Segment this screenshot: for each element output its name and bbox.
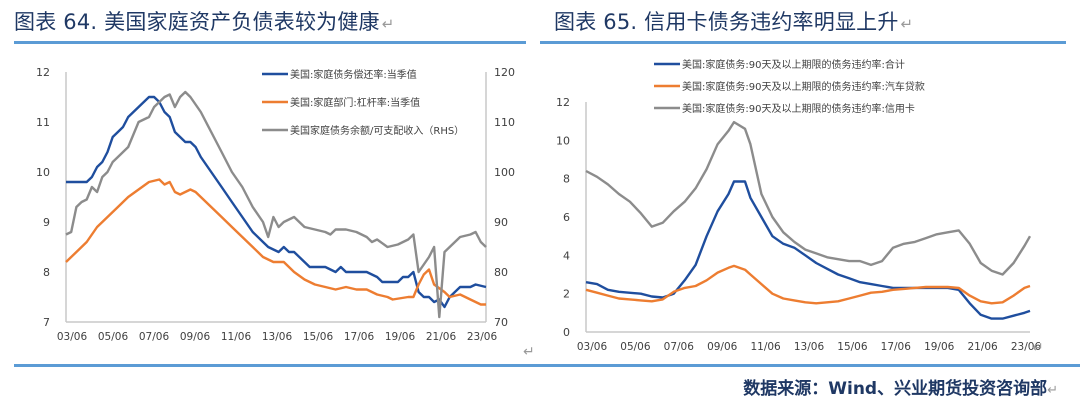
y-tick-label-right: 110 [494, 116, 515, 129]
left-figure-title-text: 图表 64. 美国家庭资产负债表较为健康 [14, 10, 380, 34]
chart-household-balance-sheet-svg: 7 8 9 10 11 12 70 80 90 100 110 120 03/06 05/06 07/06 0… [36, 66, 515, 343]
y-tick-label-left: 11 [36, 116, 50, 129]
return-mark-icon: ↵ [381, 15, 395, 33]
x-tick-label: 13/06 [262, 331, 293, 343]
x-tick-label: 21/06 [426, 331, 457, 343]
y-tick-label-right: 100 [494, 166, 515, 179]
x-tick-label: 15/06 [837, 341, 868, 353]
chart-delinquency-rates-svg: 0 2 4 6 8 10 12 03/06 05/06 07/06 09/06 11/06 13/06 1… [556, 58, 1041, 353]
x-tick-label: 13/06 [794, 341, 825, 353]
y-tick-label-left: 2 [563, 288, 570, 301]
x-tick-label: 23/06 [467, 331, 498, 343]
chart-household-balance-sheet: 7 8 9 10 11 12 70 80 90 100 110 120 03/06 05/06 07/06 0… [0, 48, 540, 348]
y-tick-label-right: 70 [494, 316, 508, 329]
legend-label: 美国家庭债务余额/可支配收入（RHS） [290, 124, 464, 137]
series-line-blue [66, 95, 487, 309]
right-title-rule [540, 41, 1066, 44]
data-source-text: 数据来源：Wind、兴业期货投资咨询部 [743, 379, 1048, 399]
legend-label: 美国:家庭债务:90天及以上期限的债务违约率:合计 [682, 58, 905, 71]
series-line-orange [65, 178, 486, 306]
return-mark-icon: ↵ [523, 344, 535, 360]
y-tick-label-left: 4 [563, 249, 570, 262]
return-mark-icon: ↵ [1032, 340, 1044, 356]
x-tick-label: 09/06 [707, 341, 738, 353]
legend-label: 美国:家庭债务偿还率:当季值 [290, 68, 417, 81]
x-tick-label: 11/06 [221, 331, 252, 343]
x-tick-label: 17/06 [881, 341, 912, 353]
x-tick-label: 23/06 [1011, 341, 1042, 353]
y-tick-label-left: 8 [43, 266, 50, 279]
x-tick-label: 07/06 [664, 341, 695, 353]
x-tick-label: 19/06 [924, 341, 955, 353]
x-tick-label: 19/06 [385, 331, 416, 343]
legend-label: 美国:家庭债务:90天及以上期限的债务违约率:汽车贷款 [682, 80, 925, 93]
y-tick-label-right: 120 [494, 66, 515, 79]
x-tick-label: 03/06 [577, 341, 608, 353]
x-tick-label: 05/06 [620, 341, 651, 353]
y-tick-label-left: 12 [36, 66, 50, 79]
y-tick-label-left: 6 [563, 211, 570, 224]
legend-label: 美国:家庭部门:杠杆率:当季值 [290, 96, 420, 109]
x-tick-label: 15/06 [303, 331, 334, 343]
y-tick-label-left: 7 [43, 316, 50, 329]
return-mark-icon: ↵ [900, 15, 914, 33]
x-tick-label: 21/06 [967, 341, 998, 353]
series-line-gray [585, 120, 1032, 276]
y-tick-label-left: 10 [36, 166, 50, 179]
x-tick-label: 03/06 [57, 331, 88, 343]
y-tick-label-left: 12 [556, 96, 570, 109]
right-figure-title: 图表 65. 信用卡债务违约率明显上升 ↵ [554, 6, 913, 36]
data-source-note: 数据来源：Wind、兴业期货投资咨询部↵ [743, 374, 1058, 399]
y-tick-label-left: 10 [556, 134, 570, 147]
y-tick-label-left: 8 [563, 173, 570, 186]
legend-label: 美国:家庭债务:90天及以上期限的债务违约率:信用卡 [682, 102, 915, 115]
x-tick-label: 09/06 [180, 331, 211, 343]
x-tick-label: 05/06 [98, 331, 129, 343]
y-tick-label-right: 80 [494, 266, 508, 279]
x-tick-label: 07/06 [139, 331, 170, 343]
bottom-rule [14, 364, 1080, 367]
return-mark-icon: ↵ [1047, 383, 1058, 398]
y-tick-label-left: 9 [43, 216, 50, 229]
y-tick-label-right: 90 [494, 216, 508, 229]
x-tick-label: 11/06 [750, 341, 781, 353]
series-line-gray [65, 90, 487, 319]
right-figure-title-text: 图表 65. 信用卡债务违约率明显上升 [554, 10, 899, 34]
left-figure-title: 图表 64. 美国家庭资产负债表较为健康 ↵ [14, 6, 395, 36]
left-title-rule [14, 41, 526, 44]
y-tick-label-left: 0 [563, 326, 570, 339]
chart-delinquency-rates: 0 2 4 6 8 10 12 03/06 05/06 07/06 09/06 11/06 13/06 1… [540, 48, 1080, 353]
x-tick-label: 17/06 [344, 331, 375, 343]
series-line-orange [585, 264, 1031, 305]
